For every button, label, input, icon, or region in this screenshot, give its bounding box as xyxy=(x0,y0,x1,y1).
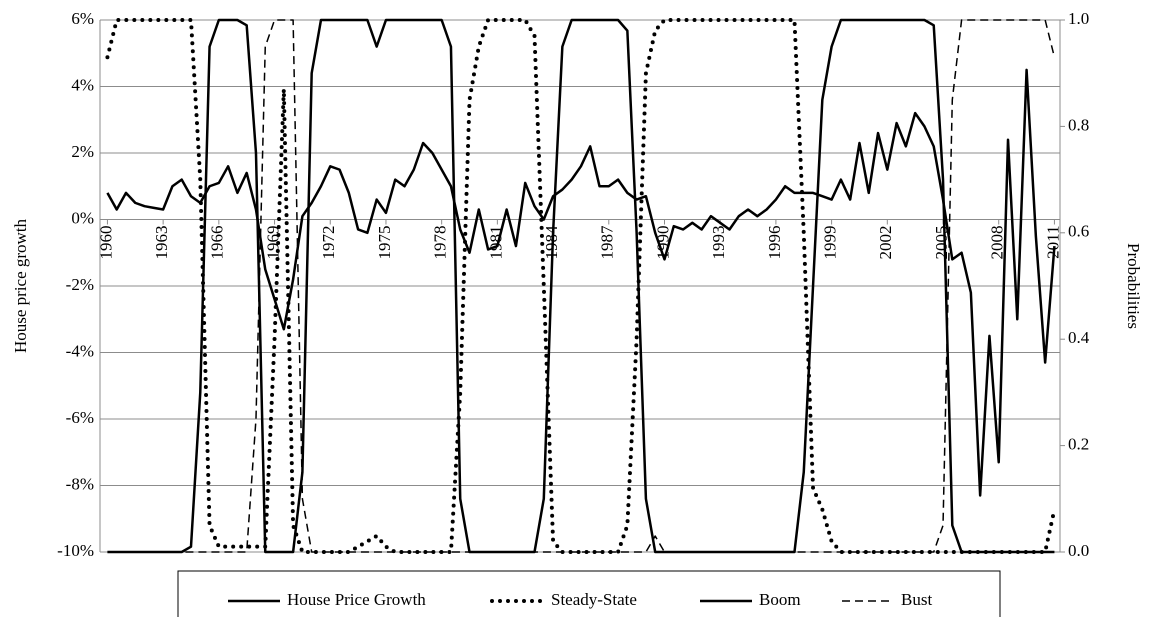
y2-tick-label: 1.0 xyxy=(1068,9,1089,28)
y-tick-label: 4% xyxy=(71,75,94,94)
x-tick-label: 1966 xyxy=(208,226,227,260)
x-tick-label: 2011 xyxy=(1043,226,1062,259)
x-tick-label: 1993 xyxy=(709,226,728,260)
legend-label: Boom xyxy=(759,590,801,609)
y-axis-label: House price growth xyxy=(11,218,30,353)
y2-tick-label: 0.2 xyxy=(1068,435,1089,454)
x-tick-label: 1984 xyxy=(542,225,561,260)
x-tick-label: 2002 xyxy=(876,226,895,260)
x-tick-label: 1999 xyxy=(821,226,840,260)
y-tick-label: -2% xyxy=(66,275,94,294)
x-tick-label: 1975 xyxy=(375,226,394,260)
legend-label: Steady-State xyxy=(551,590,637,609)
x-tick-label: 1960 xyxy=(96,226,115,260)
legend-box xyxy=(177,570,1001,617)
y-tick-label: -8% xyxy=(66,474,94,493)
y-tick-label: -6% xyxy=(66,408,94,427)
legend-label: Bust xyxy=(901,590,932,609)
y2-tick-label: 0.6 xyxy=(1068,222,1089,241)
y2-tick-label: 0.8 xyxy=(1068,115,1089,134)
x-tick-label: 1972 xyxy=(319,226,338,260)
series-line xyxy=(107,18,1055,554)
legend-label: House Price Growth xyxy=(287,590,426,609)
series-line xyxy=(106,68,1056,497)
y-tick-label: 2% xyxy=(71,142,94,161)
x-tick-label: 2008 xyxy=(988,226,1007,260)
y2-tick-label: 0.4 xyxy=(1068,328,1090,347)
x-tick-label: 1978 xyxy=(431,226,450,260)
x-tick-label: 1963 xyxy=(152,226,171,260)
y-tick-label: -4% xyxy=(66,341,94,360)
y-tick-label: 6% xyxy=(71,9,94,28)
x-tick-label: 1987 xyxy=(598,225,617,260)
x-tick-label: 1996 xyxy=(765,226,784,260)
y2-axis-label: Probabilities xyxy=(1124,243,1143,329)
y-tick-label: 0% xyxy=(71,208,94,227)
y2-tick-label: 0.0 xyxy=(1068,541,1089,560)
y-tick-label: -10% xyxy=(57,541,94,560)
